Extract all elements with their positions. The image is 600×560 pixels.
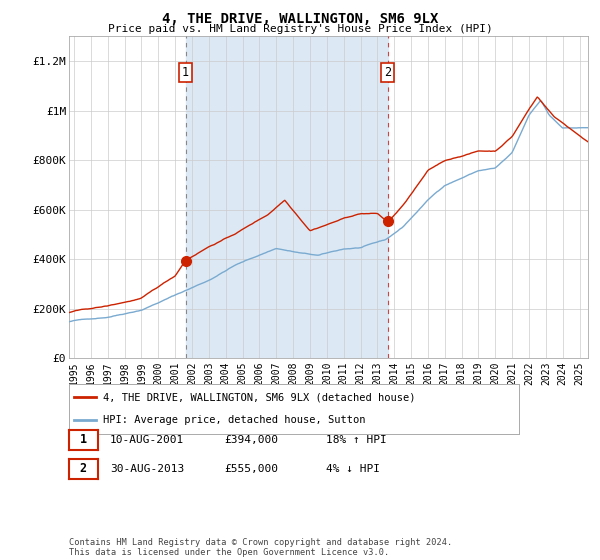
Text: 4, THE DRIVE, WALLINGTON, SM6 9LX: 4, THE DRIVE, WALLINGTON, SM6 9LX: [162, 12, 438, 26]
Text: 2: 2: [80, 462, 87, 475]
Text: 18% ↑ HPI: 18% ↑ HPI: [326, 435, 386, 445]
Text: 2: 2: [384, 66, 391, 79]
Bar: [185, 36, 388, 358]
Text: £555,000: £555,000: [224, 464, 278, 474]
Text: 4% ↓ HPI: 4% ↓ HPI: [326, 464, 380, 474]
Text: 30-AUG-2013: 30-AUG-2013: [110, 464, 184, 474]
Text: 4, THE DRIVE, WALLINGTON, SM6 9LX (detached house): 4, THE DRIVE, WALLINGTON, SM6 9LX (detac…: [103, 392, 415, 402]
Text: HPI: Average price, detached house, Sutton: HPI: Average price, detached house, Sutt…: [103, 416, 365, 426]
Text: 1: 1: [182, 66, 189, 79]
Text: 10-AUG-2001: 10-AUG-2001: [110, 435, 184, 445]
Text: Price paid vs. HM Land Registry's House Price Index (HPI): Price paid vs. HM Land Registry's House …: [107, 24, 493, 34]
Text: 1: 1: [80, 433, 87, 446]
Text: Contains HM Land Registry data © Crown copyright and database right 2024.
This d: Contains HM Land Registry data © Crown c…: [69, 538, 452, 557]
Text: £394,000: £394,000: [224, 435, 278, 445]
